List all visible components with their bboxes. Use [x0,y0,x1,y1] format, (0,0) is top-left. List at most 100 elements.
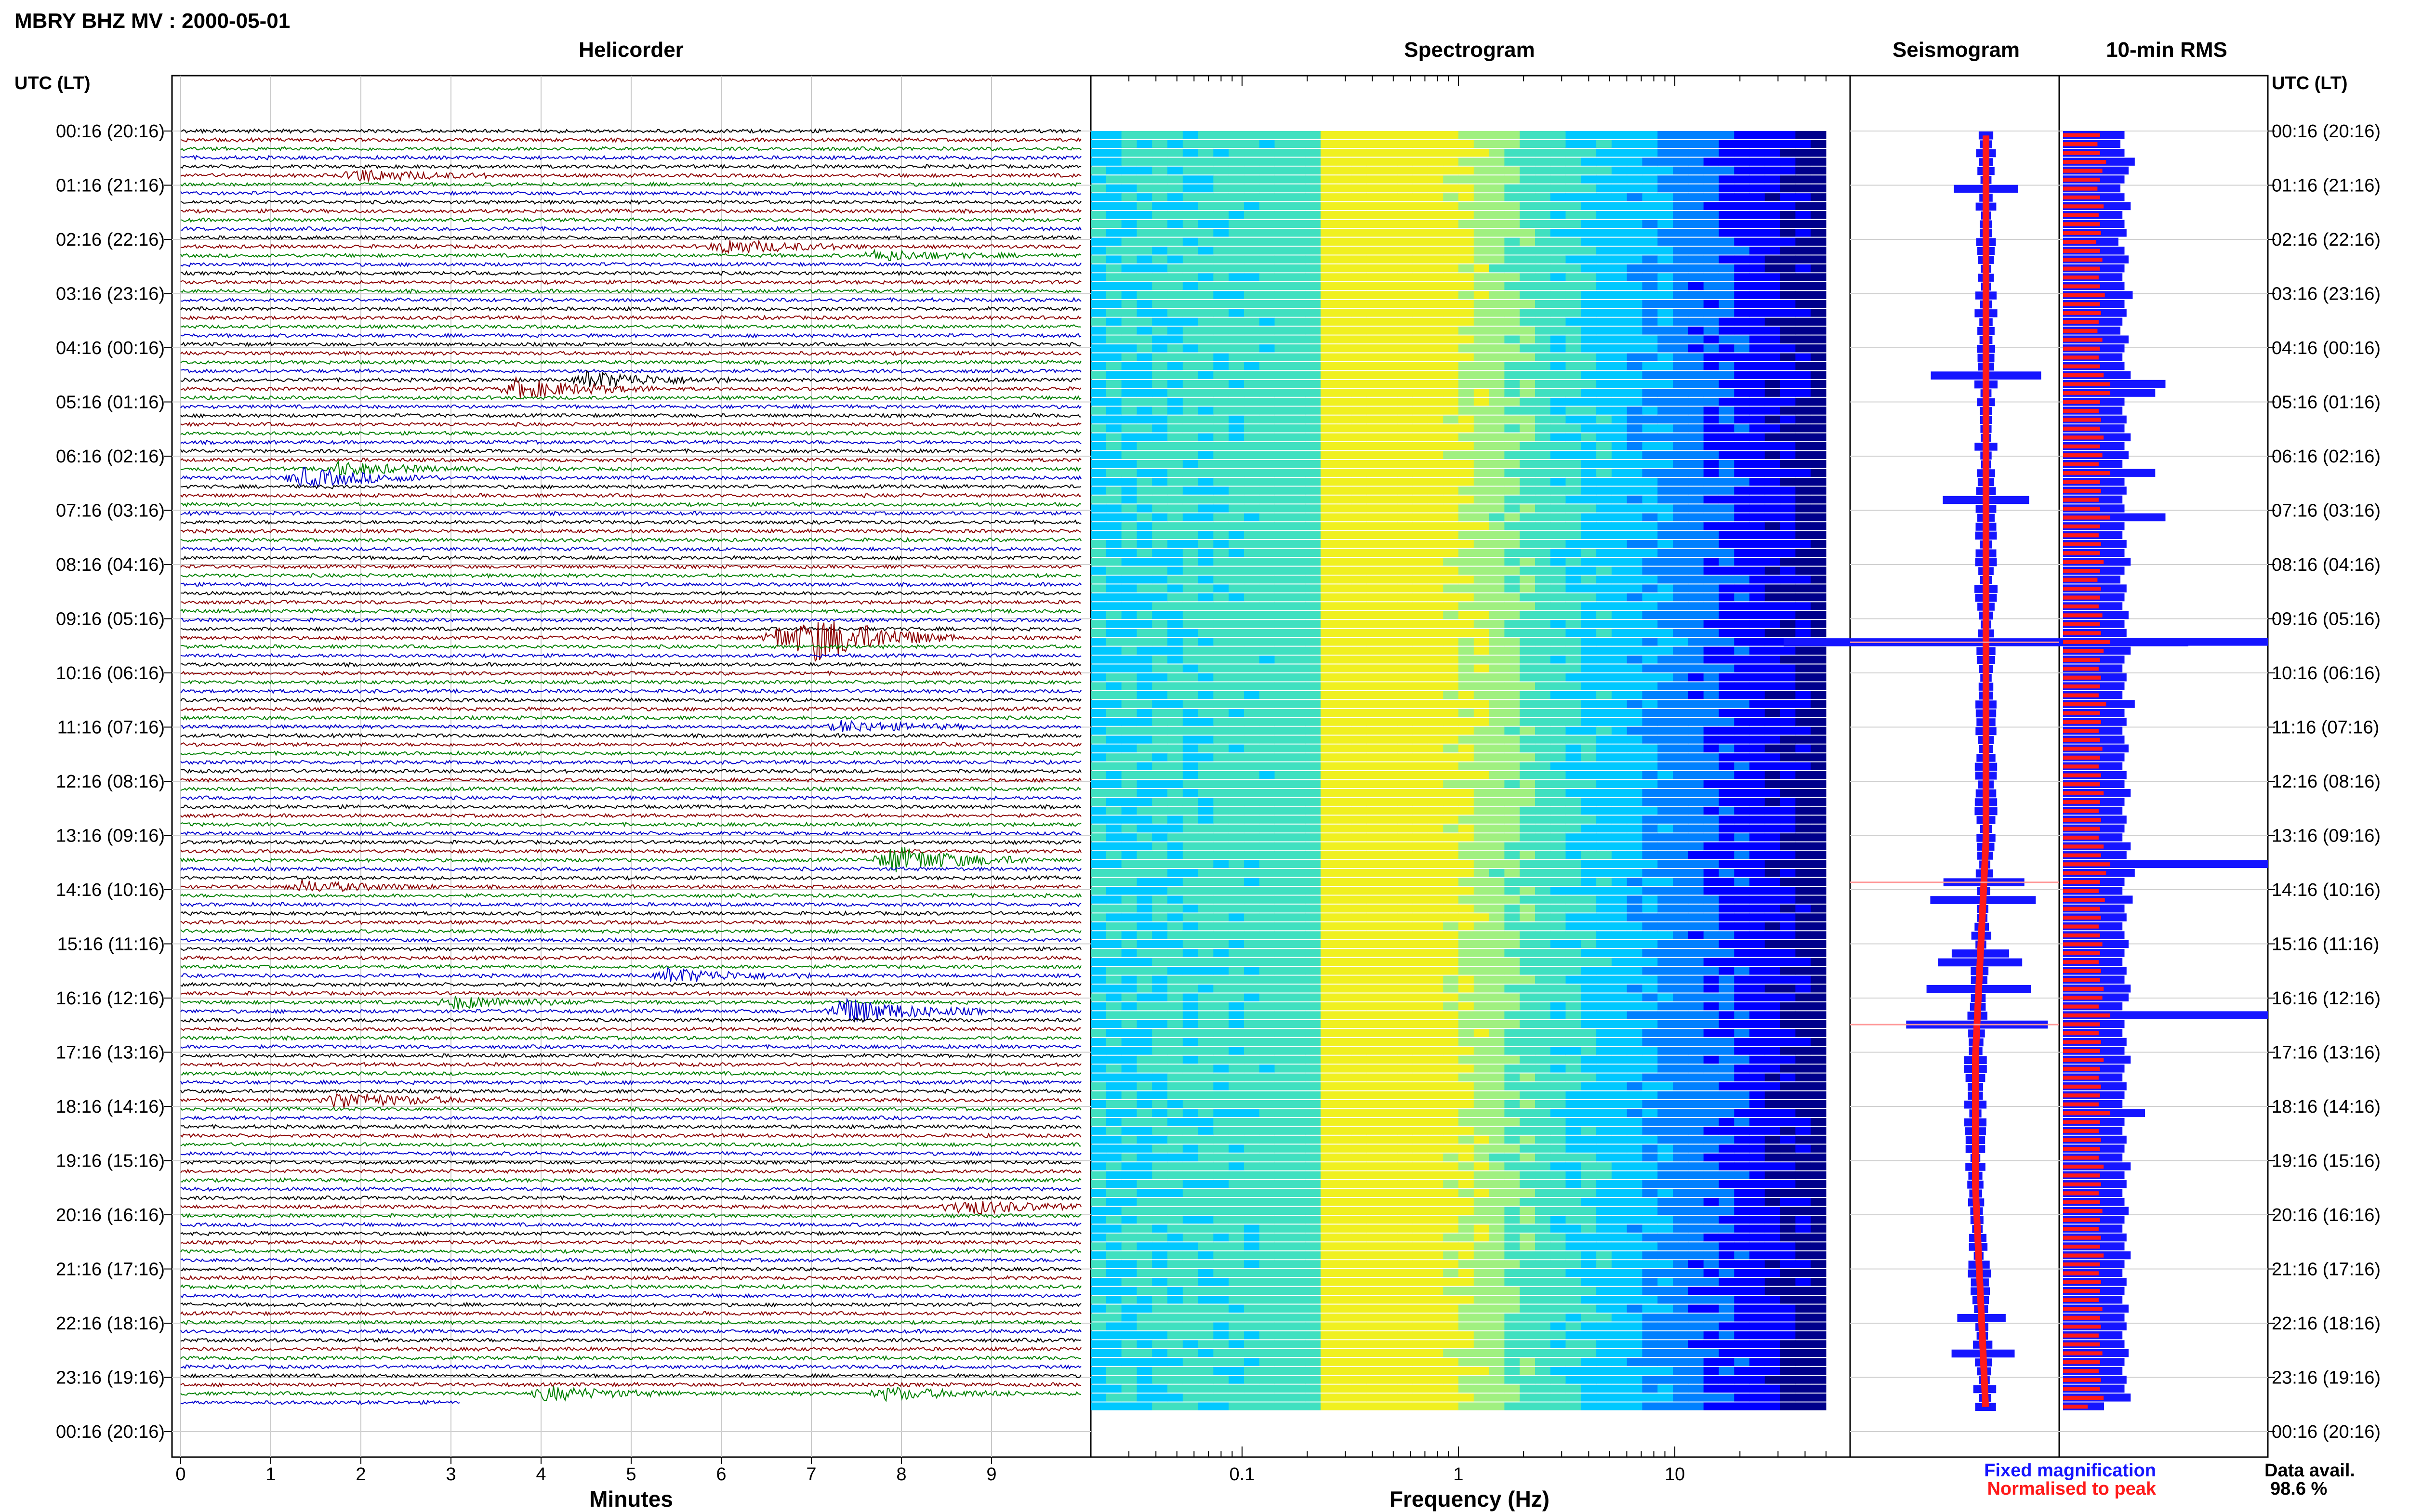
spectrogram-cell [1565,424,1581,433]
spectrogram-cell [1428,247,1443,255]
spectrogram-cell [1091,709,1107,717]
spectrogram-cell [1611,940,1628,948]
spectrogram-cell [1336,798,1351,806]
spectrogram-cell [1382,522,1398,530]
spectrogram-cell [1121,389,1137,397]
spectrogram-cell [1657,158,1673,166]
spectrogram-cell [1366,700,1382,708]
spectrogram-cell [1811,602,1827,610]
spectrogram-cell [1565,851,1581,859]
spectrogram-cell [1336,771,1351,779]
spectrogram-cell [1428,371,1443,379]
spectrogram-cell [1473,620,1490,628]
spectrogram-cell [1121,211,1137,219]
spectrogram-cell [1428,780,1443,788]
spectrogram-cell [1734,362,1750,370]
spectrogram-cell [1795,913,1811,921]
spectrogram-cell [1351,833,1367,841]
spectrogram-cell [1428,211,1443,219]
spectrogram-cell [1688,967,1704,975]
spectrogram-cell [1473,949,1490,957]
spectrogram-cell [1152,504,1168,513]
spectrogram-cell [1106,407,1122,415]
spectrogram-cell [1795,460,1811,468]
spectrogram-cell [1382,851,1398,859]
spectrogram-cell [1811,175,1827,184]
spectrogram-cell [1305,397,1321,406]
spectrogram-cell [1336,620,1351,628]
spectrogram-cell [1673,566,1689,575]
spectrogram-cell [1673,887,1689,895]
spectrogram-cell [1167,220,1183,228]
spectrogram-cell [1182,184,1199,193]
spectrogram-cell [1657,309,1673,317]
spectrogram-cell [1428,309,1443,317]
spectrogram-cell [1336,344,1351,353]
spectrogram-cell [1504,211,1520,219]
spectrogram-cell [1489,282,1505,290]
spectrogram-cell [1366,131,1382,139]
spectrogram-cell [1091,975,1107,984]
spectrogram-cell [1458,362,1474,370]
spectrogram-cell [1688,451,1704,459]
spectrogram-cell [1274,709,1290,717]
spectrogram-cell [1688,309,1704,317]
spectrogram-cell [1795,220,1811,228]
spectrogram-cell [1182,726,1199,735]
spectrogram-cell [1550,220,1566,228]
spectrogram-cell [1274,967,1290,975]
spectrogram-cell [1673,913,1689,921]
spectrogram-cell [1749,131,1765,139]
spectrogram-cell [1244,202,1260,210]
spectrogram-cell [1121,184,1137,193]
spectrogram-cell [1627,673,1642,682]
spectrogram-cell [1305,575,1321,584]
spectrogram-cell [1780,771,1796,779]
spectrogram-cell [1274,166,1290,175]
spectrogram-cell [1719,656,1734,664]
spectrogram-cell [1550,789,1566,797]
spectrogram-cell [1734,451,1750,459]
spectrogram-cell [1811,949,1827,957]
spectrogram-cell [1627,878,1642,886]
spectrogram-cell [1596,317,1612,326]
spectrogram-cell [1213,282,1229,290]
spectrogram-cell [1703,486,1719,495]
spectrogram-cell [1091,300,1107,308]
spectrogram-cell [1244,255,1260,263]
spectrogram-cell [1305,736,1321,744]
spectrogram-cell [1657,1011,1673,1019]
spectrogram-cell [1581,718,1597,726]
spectrogram-cell [1229,1002,1244,1011]
spectrogram-cell [1504,504,1520,513]
spectrogram-cell [1565,211,1581,219]
spectrogram-cell [1811,362,1827,370]
spectrogram-cell [1382,549,1398,557]
spectrogram-cell [1642,184,1658,193]
spectrogram-cell [1642,131,1658,139]
spectrogram-cell [1428,842,1443,851]
spectrogram-cell [1366,575,1382,584]
spectrogram-cell [1336,309,1351,317]
spectrogram-cell [1703,513,1719,522]
spectrogram-cell [1811,317,1827,326]
spectrogram-cell [1642,317,1658,326]
spectrogram-cell [1290,327,1306,335]
spectrogram-cell [1811,184,1827,193]
spectrogram-cell [1535,753,1551,762]
spectrogram-cell [1550,1002,1566,1011]
spectrogram-cell [1473,549,1490,557]
spectrogram-cell [1473,1002,1490,1011]
spectrogram-cell [1749,931,1765,939]
spectrogram-cell [1167,237,1183,246]
spectrogram-cell [1229,513,1244,522]
spectrogram-cell [1703,158,1719,166]
spectrogram-cell [1780,220,1796,228]
spectrogram-cell [1244,824,1260,833]
spectrogram-cell [1244,451,1260,459]
spectrogram-cell [1596,148,1612,157]
spectrogram-cell [1320,344,1337,353]
spectrogram-cell [1473,148,1490,157]
spectrogram-cell [1137,833,1152,841]
spectrogram-cell [1581,158,1597,166]
